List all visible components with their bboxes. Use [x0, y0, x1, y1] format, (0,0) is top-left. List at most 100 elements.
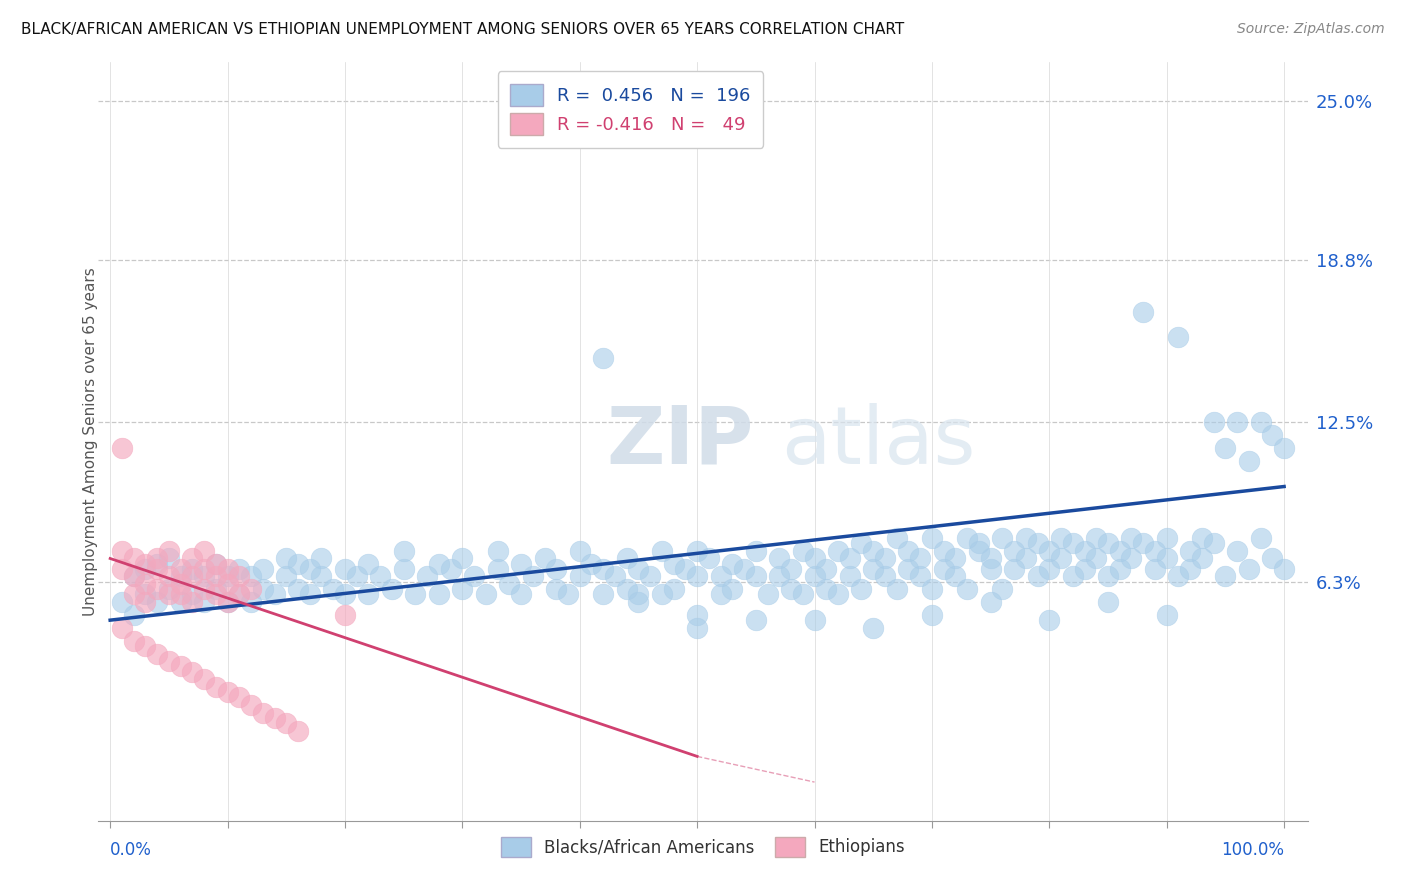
Point: [252, 706, 274, 720]
Point: [768, 551, 790, 566]
Point: [486, 562, 509, 576]
Point: [862, 562, 884, 576]
Point: [886, 531, 908, 545]
Point: [1226, 415, 1249, 429]
Point: [1202, 415, 1225, 429]
Text: Source: ZipAtlas.com: Source: ZipAtlas.com: [1237, 22, 1385, 37]
Point: [157, 587, 180, 601]
Point: [193, 562, 215, 576]
Point: [204, 569, 226, 583]
Text: ZIP: ZIP: [606, 402, 754, 481]
Point: [1121, 531, 1143, 545]
Point: [1215, 441, 1237, 455]
Point: [603, 569, 626, 583]
Point: [181, 587, 204, 601]
Point: [697, 551, 720, 566]
Point: [838, 569, 860, 583]
Point: [228, 569, 250, 583]
Point: [780, 582, 803, 597]
Point: [357, 557, 380, 571]
Text: BLACK/AFRICAN AMERICAN VS ETHIOPIAN UNEMPLOYMENT AMONG SENIORS OVER 65 YEARS COR: BLACK/AFRICAN AMERICAN VS ETHIOPIAN UNEM…: [21, 22, 904, 37]
Point: [686, 569, 709, 583]
Point: [298, 587, 321, 601]
Point: [1272, 441, 1295, 455]
Point: [392, 562, 415, 576]
Point: [1191, 551, 1213, 566]
Point: [346, 569, 368, 583]
Point: [157, 543, 180, 558]
Point: [932, 543, 955, 558]
Point: [1015, 531, 1038, 545]
Point: [240, 595, 263, 609]
Point: [1261, 428, 1284, 442]
Point: [1167, 330, 1189, 344]
Point: [956, 531, 979, 545]
Point: [733, 562, 755, 576]
Point: [204, 557, 226, 571]
Point: [1180, 562, 1202, 576]
Text: 100.0%: 100.0%: [1220, 841, 1284, 859]
Point: [616, 551, 638, 566]
Point: [568, 543, 591, 558]
Point: [803, 569, 825, 583]
Point: [851, 536, 873, 550]
Point: [111, 562, 134, 576]
Point: [287, 582, 309, 597]
Point: [228, 587, 250, 601]
Point: [1250, 415, 1272, 429]
Point: [169, 659, 191, 673]
Point: [134, 577, 156, 591]
Point: [252, 562, 274, 576]
Point: [146, 647, 169, 661]
Point: [146, 562, 169, 576]
Point: [193, 595, 215, 609]
Point: [146, 557, 169, 571]
Point: [886, 582, 908, 597]
Point: [217, 562, 239, 576]
Point: [721, 582, 744, 597]
Point: [240, 698, 263, 712]
Point: [627, 587, 650, 601]
Point: [827, 587, 849, 601]
Point: [169, 569, 191, 583]
Point: [169, 587, 191, 601]
Point: [546, 582, 568, 597]
Point: [592, 351, 614, 365]
Point: [1002, 543, 1025, 558]
Point: [252, 582, 274, 597]
Point: [193, 673, 215, 687]
Point: [157, 569, 180, 583]
Point: [557, 587, 579, 601]
Point: [1108, 543, 1130, 558]
Point: [134, 557, 156, 571]
Point: [932, 562, 955, 576]
Point: [662, 557, 685, 571]
Point: [862, 621, 884, 635]
Point: [710, 569, 733, 583]
Point: [721, 557, 744, 571]
Point: [217, 685, 239, 699]
Point: [381, 582, 404, 597]
Point: [873, 569, 896, 583]
Point: [1097, 536, 1119, 550]
Point: [510, 557, 533, 571]
Point: [1237, 454, 1260, 468]
Point: [1015, 551, 1038, 566]
Point: [568, 569, 591, 583]
Point: [240, 569, 263, 583]
Point: [193, 543, 215, 558]
Point: [217, 595, 239, 609]
Point: [276, 569, 298, 583]
Point: [768, 569, 790, 583]
Point: [1085, 531, 1108, 545]
Point: [193, 569, 215, 583]
Point: [122, 633, 145, 648]
Point: [240, 582, 263, 597]
Point: [392, 543, 415, 558]
Point: [122, 551, 145, 566]
Point: [1038, 613, 1060, 627]
Point: [662, 582, 685, 597]
Point: [921, 607, 943, 622]
Point: [134, 595, 156, 609]
Point: [427, 587, 450, 601]
